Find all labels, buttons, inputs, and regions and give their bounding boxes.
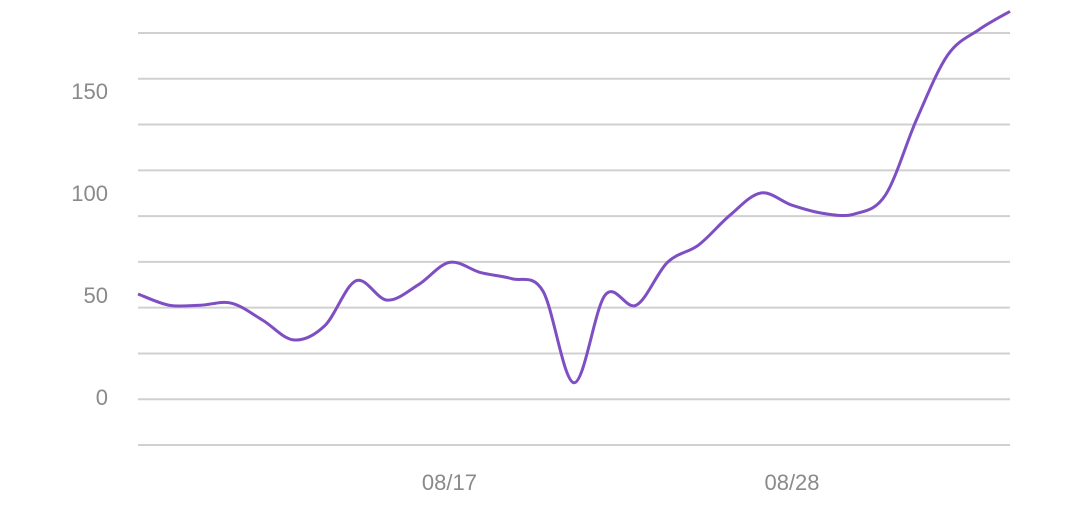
y-tick-label: 0 xyxy=(96,385,108,410)
y-tick-label: 50 xyxy=(84,283,108,308)
line xyxy=(137,10,1011,385)
y-tick-label: 100 xyxy=(71,181,108,206)
x-tick-label: 08/28 xyxy=(764,470,819,495)
x-tick-label: 08/17 xyxy=(422,470,477,495)
y-tick-label: 150 xyxy=(71,79,108,104)
